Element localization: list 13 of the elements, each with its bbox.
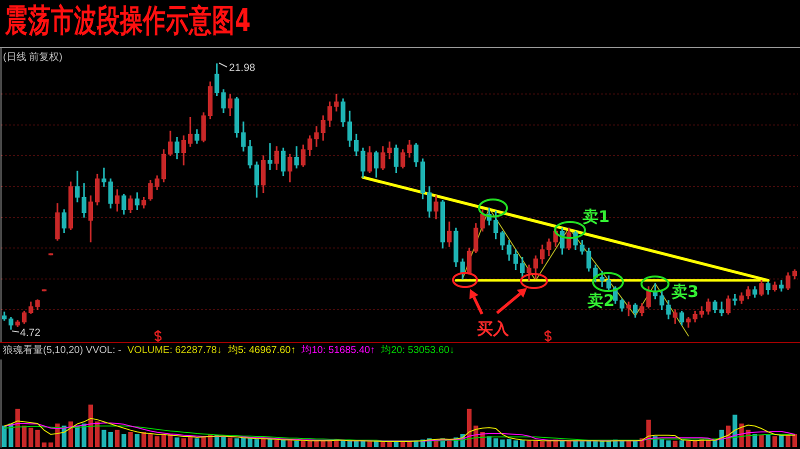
annotation: 卖3 <box>671 282 699 302</box>
chart-title: 狼魂看量(5,10,20) VVOL: - <box>3 344 122 357</box>
text: VOLUME: 62287.78↓ <box>127 344 222 357</box>
text: 均20: 53053.60↓ <box>381 344 454 357</box>
annotation: 卖2 <box>587 291 615 310</box>
chart-subtitle: (日线 前复权) <box>3 50 62 64</box>
text: 均5: 46967.60↑ <box>228 344 296 357</box>
annotation: 买入 <box>477 319 510 338</box>
chart-title: 震荡市波段操作示意图4 <box>5 3 251 40</box>
annotation: 卖1 <box>582 207 610 226</box>
text: 均10: 51685.40↑ <box>302 344 376 357</box>
annotation: 21.98 <box>229 62 256 74</box>
annotation: 4.72 <box>20 326 41 339</box>
